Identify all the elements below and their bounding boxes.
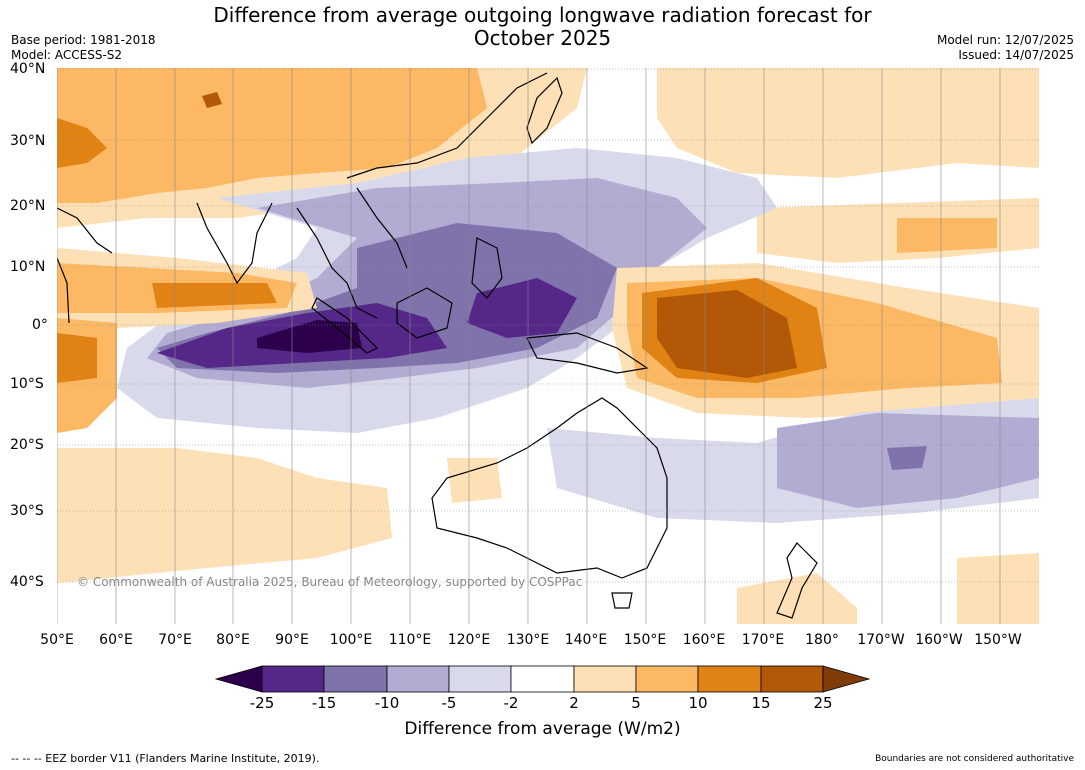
lon-label: 120°E <box>447 632 491 648</box>
lat-label: 40°S <box>10 574 44 590</box>
colorbar-swatch <box>448 665 512 693</box>
coastline-tasmania <box>611 592 633 609</box>
coastline-philippines <box>471 237 503 299</box>
meta-right: Model run: 12/07/2025 Issued: 14/07/2025 <box>937 33 1074 63</box>
lon-label: 60°E <box>99 632 133 648</box>
anomaly-region-north-pacific <box>657 68 1039 178</box>
base-period: Base period: 1981-2018 <box>11 33 156 47</box>
coastline-borneo <box>396 287 453 339</box>
colorbar <box>215 665 870 693</box>
anomaly-region-arabian-sea-3 <box>152 283 277 308</box>
lon-label: 110°E <box>388 632 432 648</box>
coastline-new-zealand <box>776 542 818 619</box>
issued-date: Issued: 14/07/2025 <box>958 48 1074 62</box>
coastline-india <box>196 202 273 285</box>
lon-label: 170°E <box>741 632 785 648</box>
lon-label: 160°W <box>915 632 963 648</box>
colorbar-tick: 10 <box>688 694 708 712</box>
boundaries-disclaimer: Boundaries are not considered authoritat… <box>875 754 1074 764</box>
lat-label: 0° <box>32 317 48 333</box>
lat-label: 30°S <box>10 503 44 519</box>
lon-label: 170°W <box>857 632 905 648</box>
colorbar-swatch <box>635 665 699 693</box>
coastline-japan <box>526 76 563 145</box>
lon-label: 150°E <box>623 632 667 648</box>
olr-anomaly-map <box>57 68 1039 624</box>
colorbar-tick: -10 <box>374 694 400 712</box>
eez-legend: -- -- -- EEZ border V11 (Flanders Marine… <box>11 752 320 765</box>
colorbar-swatch <box>573 665 637 693</box>
coastline-africa <box>57 257 70 324</box>
coastline-china <box>346 72 548 179</box>
colorbar-tick: -5 <box>441 694 457 712</box>
colorbar-swatch <box>323 665 388 693</box>
anomaly-region-south-indian <box>57 448 392 583</box>
colorbar-swatch <box>697 665 762 693</box>
coastline-arabia <box>57 207 113 254</box>
coastlines <box>57 72 818 619</box>
lat-label: 40°N <box>10 61 46 77</box>
anomaly-region-north-asia-3 <box>57 118 107 168</box>
colorbar-extend-low <box>215 665 263 693</box>
colorbar-tick: -15 <box>311 694 337 712</box>
lon-label: 80°E <box>216 632 250 648</box>
model-run: Model run: 12/07/2025 <box>936 33 1074 47</box>
anomaly-region-philippines-strong <box>467 278 577 338</box>
meta-left: Base period: 1981-2018 Model: ACCESS-S2 <box>11 33 156 63</box>
anomaly-region-south-indian-2 <box>447 458 502 503</box>
anomaly-region-north-asia-2 <box>57 68 487 203</box>
anomaly-region-tibet <box>202 92 222 108</box>
coastline-australia <box>431 397 668 579</box>
coastline-se-asia <box>296 187 408 319</box>
coastline-sumatra <box>311 297 379 354</box>
coastline-new-guinea <box>526 332 649 374</box>
colorbar-swatch <box>760 665 824 693</box>
colorbar-swatch <box>386 665 450 693</box>
anomaly-region-south-pacific-mod-2 <box>887 446 927 470</box>
colorbar-tick: 2 <box>569 694 579 712</box>
meridians <box>57 68 1001 624</box>
copyright-text: © Commonwealth of Australia 2025, Bureau… <box>77 575 583 589</box>
lon-label: 140°E <box>564 632 608 648</box>
title-line-1: Difference from average outgoing longwav… <box>213 3 872 27</box>
anomaly-region-west-indian-2 <box>57 333 97 383</box>
lon-label: 70°E <box>158 632 192 648</box>
lon-label: 130°E <box>506 632 550 648</box>
colorbar-label: Difference from average (W/m2) <box>404 719 681 739</box>
colorbar-swatch <box>261 665 325 693</box>
anomaly-region-indian-ocean-min <box>257 320 362 353</box>
anomaly-region-southeast <box>957 553 1039 624</box>
lon-label: 50°E <box>40 632 74 648</box>
lon-label: 150°W <box>974 632 1022 648</box>
colorbar-tick: 25 <box>813 694 833 712</box>
lon-label: 100°E <box>329 632 373 648</box>
colorbar-tick: -25 <box>249 694 275 712</box>
title-line-2: October 2025 <box>473 26 612 50</box>
lat-label: 10°N <box>10 259 46 275</box>
lat-label: 10°S <box>10 376 44 392</box>
model-name: Model: ACCESS-S2 <box>11 48 123 62</box>
lon-label: 180° <box>805 632 839 648</box>
colorbar-extend-high <box>822 665 870 693</box>
lon-label: 160°E <box>682 632 726 648</box>
anomaly-region-southwest <box>737 573 857 624</box>
colorbar-tick: -2 <box>503 694 519 712</box>
colorbar-tick: 15 <box>751 694 771 712</box>
page-title: Difference from average outgoing longwav… <box>0 4 1085 50</box>
colorbar-swatch <box>510 665 575 693</box>
lat-label: 20°N <box>10 198 46 214</box>
lon-label: 90°E <box>275 632 309 648</box>
anomaly-region-east-pacific <box>897 218 997 253</box>
lat-label: 30°N <box>10 133 46 149</box>
colorbar-swatches <box>215 665 870 693</box>
colorbar-tick: 5 <box>631 694 641 712</box>
lat-label: 20°S <box>10 437 44 453</box>
anomaly-region-central-pacific-max <box>657 290 797 378</box>
